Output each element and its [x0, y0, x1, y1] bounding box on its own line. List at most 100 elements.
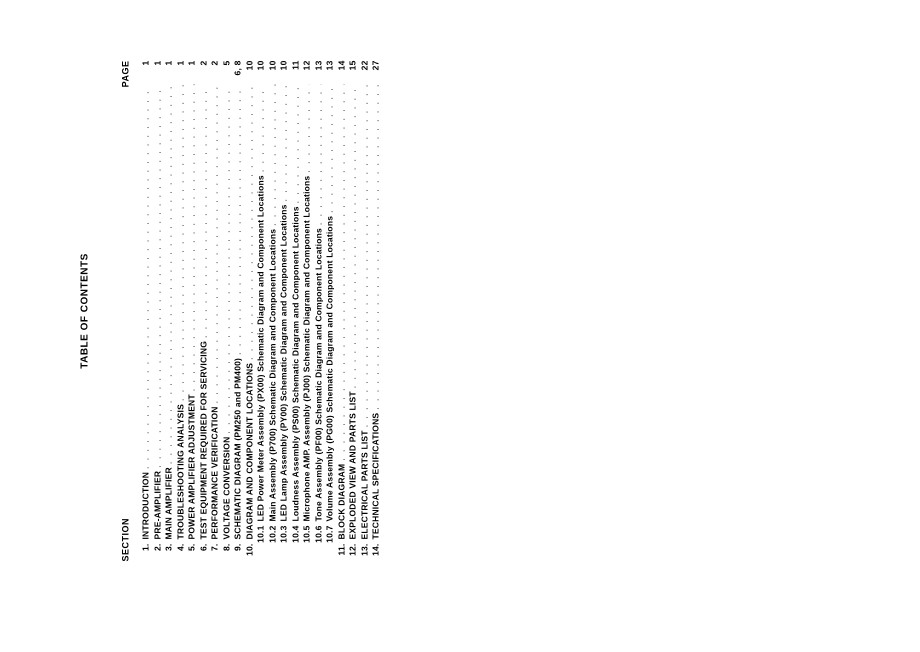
toc-entry-number: 10.6	[313, 522, 323, 546]
toc-row: 10.4Loudness Assembly (PS00) Schematic D…	[290, 61, 300, 562]
toc-entry-label: Tone Assembly (PF00) Schematic Diagram a…	[313, 228, 323, 521]
toc-row: 5.POWER AMPLIFIER ADJUSTMENT . . . . . .…	[187, 61, 197, 562]
toc-leader-dots: . . . . . . . . . . . . . . . . . . . . …	[336, 85, 346, 464]
toc-entry-number: 10.	[244, 540, 254, 562]
toc-entry-page: 10	[267, 61, 277, 85]
toc-leader-dots: . . . . . . . . . . . . . . . . . . . . …	[175, 85, 185, 405]
header-page: PAGE	[121, 61, 131, 88]
toc-leader-dots: . . . . . . . . . . . . . . . . . . . . …	[348, 85, 358, 392]
toc-row: 12.EXPLODED VIEW AND PARTS LIST . . . . …	[348, 61, 358, 562]
toc-row: 11.BLOCK DIAGRAM . . . . . . . . . . . .…	[336, 61, 346, 562]
toc-entry-page: 2	[210, 61, 220, 85]
toc-entry-number: 10.4	[290, 522, 300, 546]
toc-row: 14.TECHNICAL SPECIFICATIONS . . . . . . …	[371, 61, 381, 562]
toc-entry-number: 12.	[348, 540, 358, 562]
toc-leader-dots: . . . . . . . . . . . . . . . . . . . . …	[244, 85, 254, 363]
toc-row: 13.ELECTRICAL PARTS LIST . . . . . . . .…	[359, 61, 369, 562]
toc-row: 2.PRE-AMPLIFIER . . . . . . . . . . . . …	[152, 61, 162, 562]
toc-entry-number: 10.5	[302, 522, 312, 546]
toc-entry-label: LED Lamp Assembly (PY00) Schematic Diagr…	[279, 204, 289, 521]
toc-entry-number: 13.	[359, 540, 369, 562]
toc-entry-number: 8.	[221, 540, 231, 562]
toc-entry-label: LED Power Meter Assembly (PX00) Schemati…	[256, 175, 266, 521]
toc-entry-page: 14	[336, 61, 346, 85]
toc-leader-dots: . . . . . . . . . . . . . . . . . . . . …	[267, 85, 277, 229]
toc-leader-dots: . . . . . . . . . . . . . . . . . . . . …	[164, 85, 174, 468]
toc-entry-label: TROUBLESHOOTING ANALYSIS	[175, 404, 185, 539]
toc-row: 10.3LED Lamp Assembly (PY00) Schematic D…	[279, 61, 289, 562]
toc-entry-label: SCHEMATIC DIAGRAM (PM250 and PM400)	[233, 358, 243, 540]
toc-entry-page: 12	[302, 61, 312, 85]
toc-entry-label: BLOCK DIAGRAM	[336, 464, 346, 540]
toc-row: 10.5Microphone AMP. Assembly (PJ00) Sche…	[302, 61, 312, 562]
toc-row: 10.7Volume Assembly (PG00) Schematic Dia…	[325, 61, 335, 562]
toc-row: 4.TROUBLESHOOTING ANALYSIS . . . . . . .…	[175, 61, 185, 562]
toc-entry-label: Volume Assembly (PG00) Schematic Diagram…	[325, 216, 335, 522]
toc-entry-page: 22	[359, 61, 369, 85]
toc-entry-page: 13	[313, 61, 323, 85]
toc-entry-label: PERFORMANCE VERIFICATION	[210, 406, 220, 539]
toc-leader-dots: . . . . . . . . . . . . . . . . . . . . …	[210, 85, 220, 407]
toc-header: SECTION PAGE	[121, 61, 131, 562]
toc-leader-dots: . . . . . . . . . . . . . . . . . . . . …	[198, 85, 208, 341]
toc-page: TABLE OF CONTENTS SECTION PAGE 1.INTRODU…	[0, 1, 920, 652]
toc-entry-label: TECHNICAL SPECIFICATIONS	[371, 413, 381, 540]
toc-entry-page: 6, 8	[233, 61, 243, 85]
toc-row: 1.INTRODUCTION . . . . . . . . . . . . .…	[141, 61, 151, 562]
toc-row: 10.1LED Power Meter Assembly (PX00) Sche…	[256, 61, 266, 562]
toc-leader-dots: . . . . . . . . . . . . . . . . . . . . …	[256, 85, 266, 176]
toc-leader-dots: . . . . . . . . . . . . . . . . . . . . …	[279, 85, 289, 205]
toc-entry-label: POWER AMPLIFIER ADJUSTMENT	[187, 394, 197, 539]
toc-row: 10.DIAGRAM AND COMPONENT LOCATIONS . . .…	[244, 61, 254, 562]
toc-entry-label: Main Assembly (P700) Schematic Diagram a…	[267, 229, 277, 522]
toc-entry-number: 11.	[336, 540, 346, 562]
toc-leader-dots: . . . . . . . . . . . . . . . . . . . . …	[290, 85, 300, 207]
toc-entry-page: 5	[221, 61, 231, 85]
toc-entry-label: TEST EQUIPMENT REQUIRED FOR SERVICING	[198, 341, 208, 540]
toc-entry-number: 10.2	[267, 522, 277, 546]
toc-title: TABLE OF CONTENTS	[80, 61, 91, 562]
toc-entry-label: INTRODUCTION	[141, 472, 151, 540]
toc-entry-page: 13	[325, 61, 335, 85]
toc-entry-number: 4.	[175, 540, 185, 562]
toc-entry-page: 1	[187, 61, 197, 85]
toc-entry-label: VOLTAGE CONVERSION	[221, 437, 231, 540]
toc-entry-label: DIAGRAM AND COMPONENT LOCATIONS	[244, 363, 254, 540]
toc-entry-page: 27	[371, 61, 381, 85]
toc-leader-dots: . . . . . . . . . . . . . . . . . . . . …	[313, 85, 323, 229]
toc-entry-page: 10	[244, 61, 254, 85]
toc-entry-number: 6.	[198, 540, 208, 562]
toc-entry-page: 11	[290, 61, 300, 85]
toc-leader-dots: . . . . . . . . . . . . . . . . . . . . …	[141, 85, 151, 472]
toc-entry-label: EXPLODED VIEW AND PARTS LIST	[348, 391, 358, 539]
toc-entry-label: Loudness Assembly (PS00) Schematic Diagr…	[290, 206, 300, 521]
toc-row: 3.MAIN AMPLIFIER . . . . . . . . . . . .…	[164, 61, 174, 562]
toc-entry-page: 2	[198, 61, 208, 85]
toc-row: 10.6Tone Assembly (PF00) Schematic Diagr…	[313, 61, 323, 562]
toc-row: 10.2Main Assembly (P700) Schematic Diagr…	[267, 61, 277, 562]
toc-leader-dots: . . . . . . . . . . . . . . . . . . . . …	[325, 85, 335, 216]
toc-row: 6.TEST EQUIPMENT REQUIRED FOR SERVICING …	[198, 61, 208, 562]
toc-leader-dots: . . . . . . . . . . . . . . . . . . . . …	[302, 85, 312, 176]
toc-entry-number: 5.	[187, 540, 197, 562]
toc-leader-dots: . . . . . . . . . . . . . . . . . . . . …	[187, 85, 197, 395]
toc-entry-page: 1	[141, 61, 151, 85]
toc-entry-number: 2.	[152, 540, 162, 562]
toc-entry-page: 1	[164, 61, 174, 85]
toc-entry-number: 10.7	[325, 522, 335, 546]
toc-entry-page: 10	[279, 61, 289, 85]
toc-leader-dots: . . . . . . . . . . . . . . . . . . . . …	[359, 85, 369, 431]
toc-leader-dots: . . . . . . . . . . . . . . . . . . . . …	[221, 85, 231, 437]
toc-entry-page: 1	[152, 61, 162, 85]
toc-row: 7.PERFORMANCE VERIFICATION . . . . . . .…	[210, 61, 220, 562]
toc-entry-number: 3.	[164, 540, 174, 562]
toc-row: 9.SCHEMATIC DIAGRAM (PM250 and PM400) . …	[233, 61, 243, 562]
toc-entry-page: 10	[256, 61, 266, 85]
toc-entry-number: 10.3	[279, 522, 289, 546]
toc-entry-label: PRE-AMPLIFIER	[152, 471, 162, 540]
toc-row: 8.VOLTAGE CONVERSION . . . . . . . . . .…	[221, 61, 231, 562]
toc-leader-dots: . . . . . . . . . . . . . . . . . . . . …	[233, 85, 243, 358]
toc-entry-number: 14.	[371, 540, 381, 562]
header-section: SECTION	[121, 518, 131, 562]
toc-entry-number: 10.1	[256, 522, 266, 546]
